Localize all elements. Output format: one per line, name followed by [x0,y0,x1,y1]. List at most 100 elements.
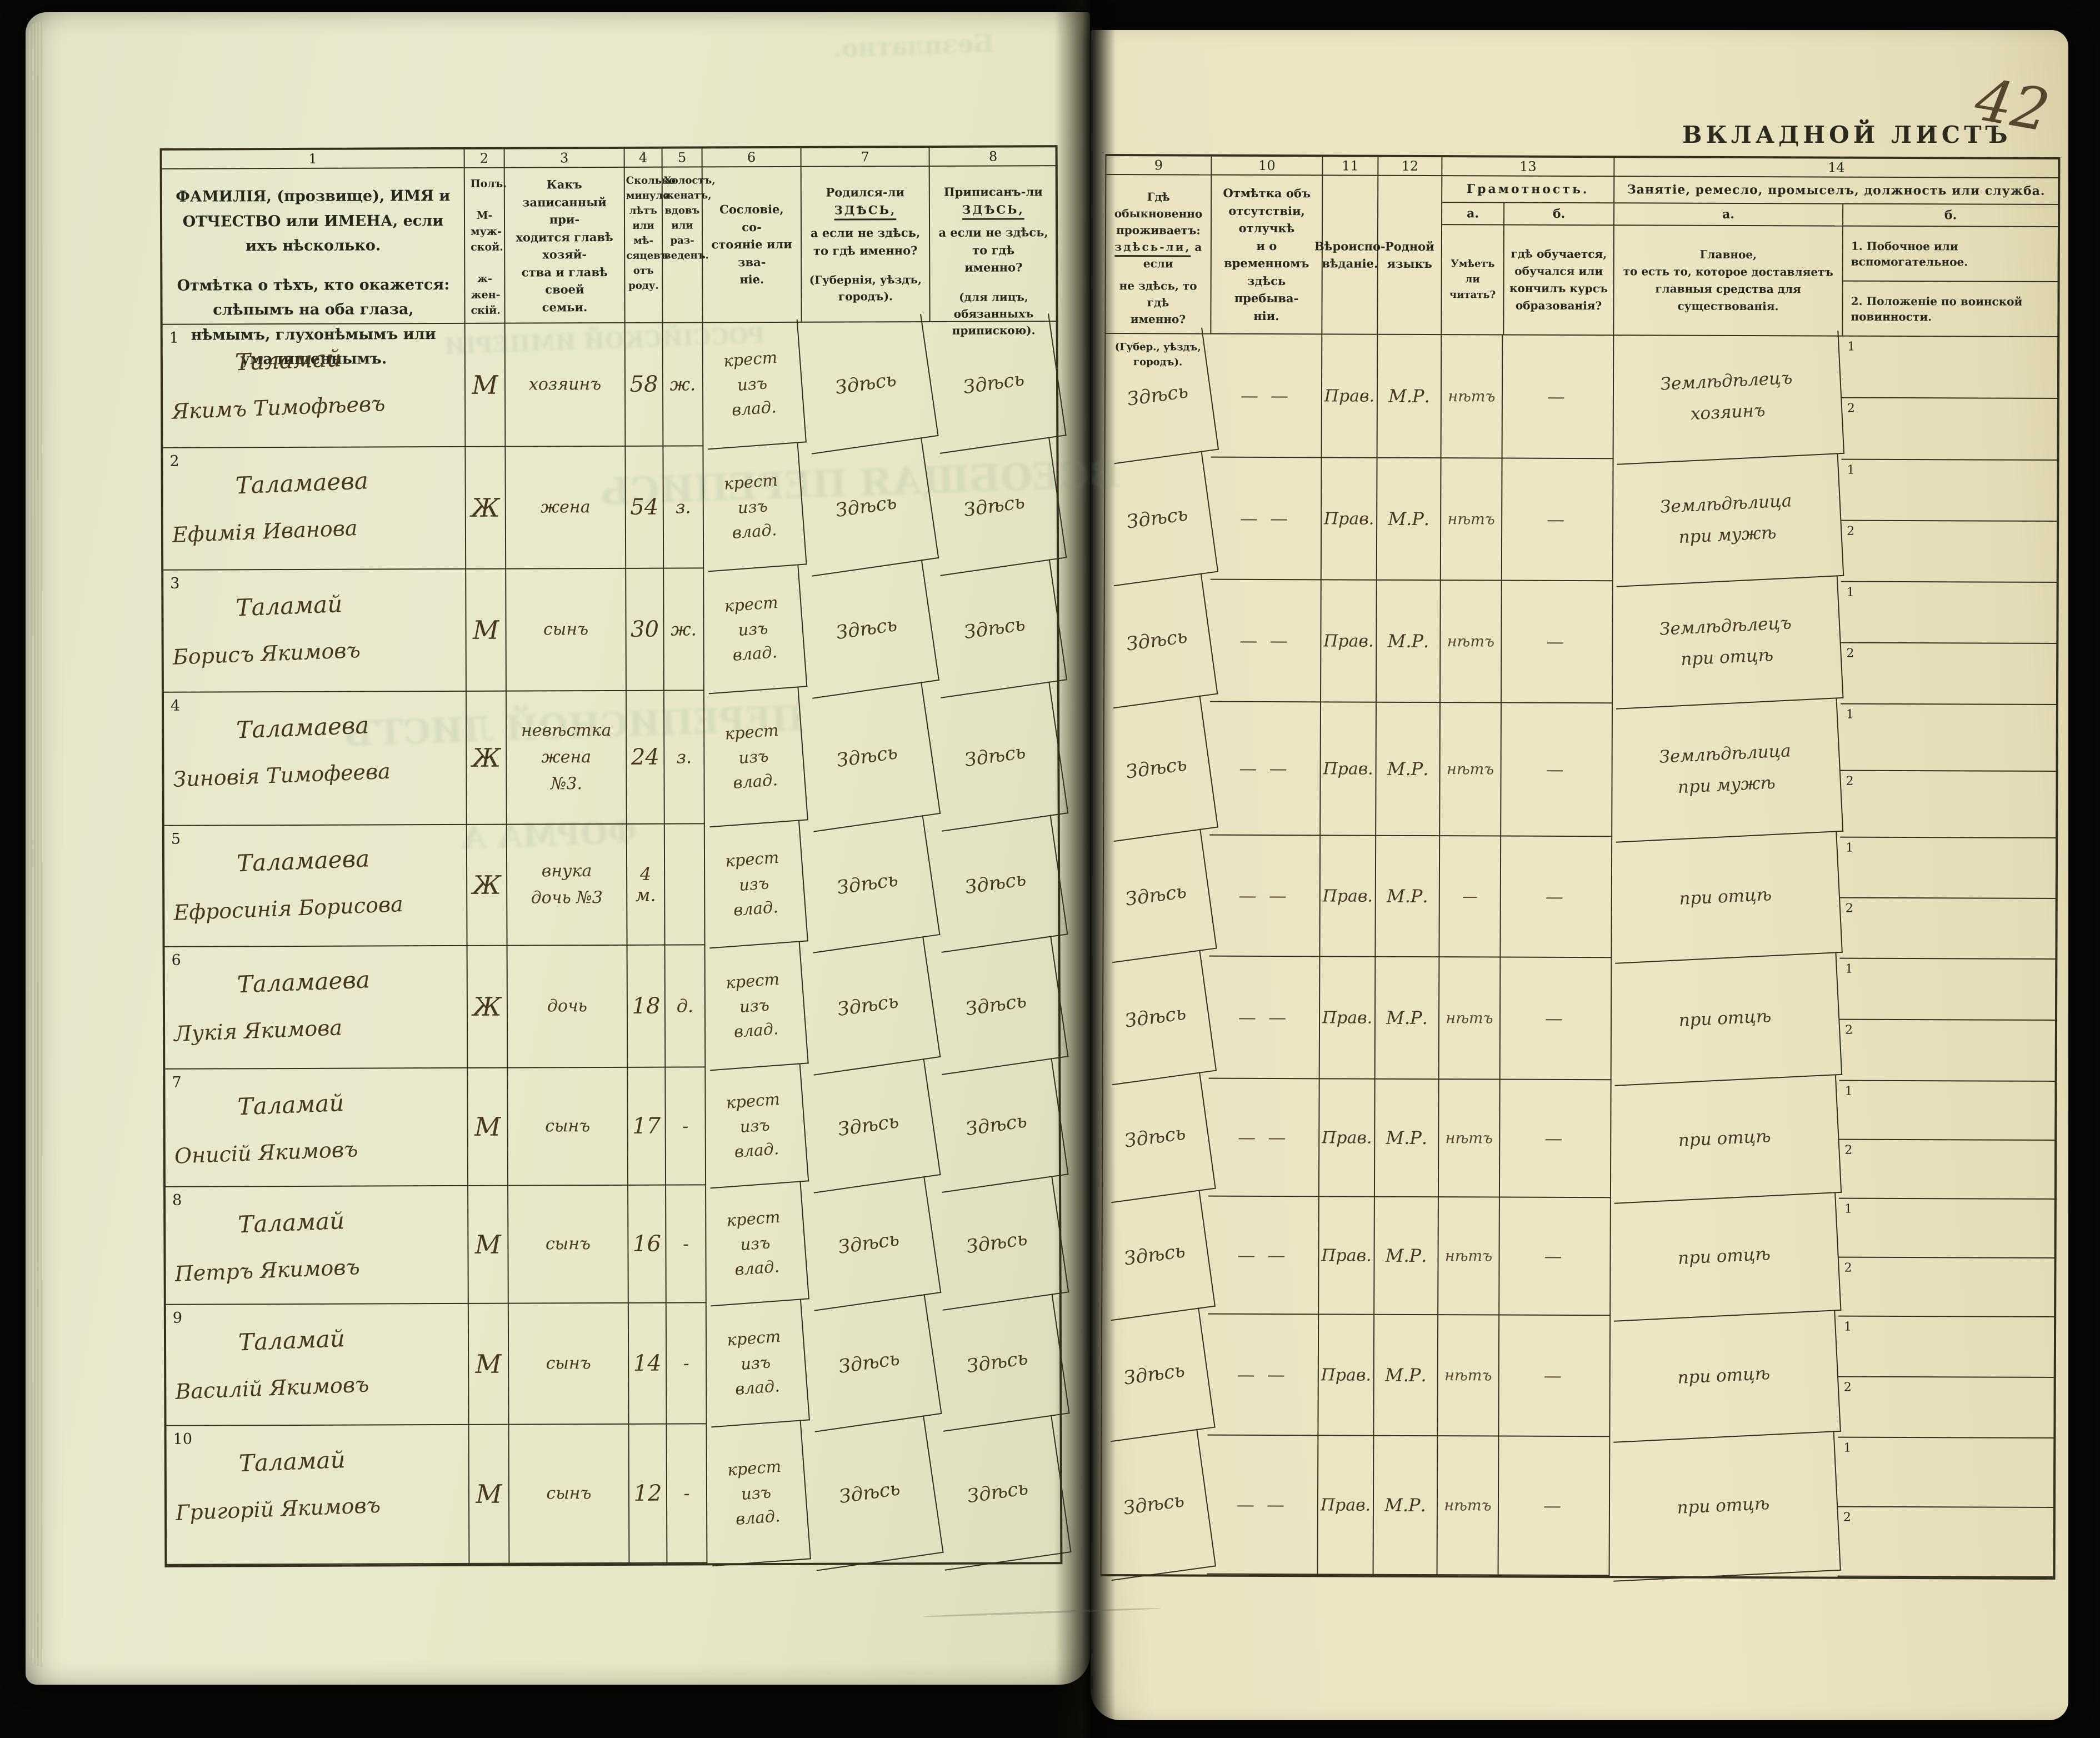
cell-absence: — — [1209,702,1322,836]
column-number: 2 [464,149,505,168]
column-number: 1 [162,149,465,169]
subrow-number: 1 [1846,585,1854,600]
folio-number-handwritten: 42 [1970,65,2054,145]
column-number: 9 [1106,156,1212,176]
cell-relation: хозяинъ [505,323,626,447]
cell-language: М.Р. [1373,1436,1438,1576]
cell-born-here: Здѣсь [794,314,939,455]
cell-resides: Здѣсь [1097,451,1219,587]
header-resides: Гдѣ обыкновенно проживаетъ: здѣсь-ли, а … [1106,175,1212,368]
record-number: 7 [172,1073,182,1091]
cell-relation: сынъ [508,1303,629,1425]
cell-occupation: при отцѣ [1609,832,1843,964]
cell-absence: — — [1207,1435,1319,1575]
header-language: Родной языкъ [1378,176,1443,336]
cell-language: М.Р. [1374,1079,1439,1198]
subrow-military: 2 [1839,897,2056,958]
cell-marital [664,824,706,946]
record-number: 8 [172,1191,182,1209]
given-name-handwritten: Ефросинія Борисова [173,891,404,925]
cell-born-here: Здѣсь [796,815,941,953]
given-name-handwritten: Ефимія Иванова [172,516,358,547]
cell-age: 16 [628,1185,667,1304]
header-marital: Холостъ, женатъ, вдовъ или раз- веденъ. [662,167,716,323]
subrow-military: 2 [1841,520,2057,582]
cell-literacy-education: — [1499,1080,1612,1198]
cell-literacy-education: — [1502,581,1613,704]
record-number: 9 [172,1309,183,1327]
cell-literacy-education: — [1499,1315,1611,1437]
cell-age: 30 [626,568,664,691]
header-registered-here: Приписанъ-ли ЗДѢСЬ, а если не здѣсь, то … [929,166,1058,337]
subrow-secondary: 1 [1841,582,2056,643]
cell-religion: Прав. [1320,836,1377,957]
subrow-number: 2 [1847,524,1855,538]
cell-relation: внука дочь №3 [507,824,628,946]
cell-relation: невѣстка жена №3. [506,691,627,825]
ledger-left-page [26,12,1090,1685]
header-occupation-b1: 1. Побочное или вспомогательное. [1851,239,1968,268]
cell-occupation-secondary: 1 2 [1841,336,2059,461]
cell-name: 1 Таламай Якимъ Тимофѣевъ [162,323,466,448]
header-born-rest: а если не здѣсь, то гдѣ именно? [810,226,921,258]
cell-registered-here: Здѣсь [922,313,1067,454]
subrow-secondary: 1 [1841,460,2057,521]
cell-relation: сынъ [508,1067,629,1186]
header-name-part1: ФАМИЛІЯ, (прозвище), ИМЯ и ОТЧЕСТВО или … [176,187,451,255]
header-born-note: (Губернія, уѣздъ, городъ). [809,273,922,303]
cell-literacy-education: — [1499,1197,1611,1316]
page-edge-stack [29,22,43,1667]
cell-absence: — — [1210,457,1322,581]
cell-occupation-secondary: 1 2 [1841,460,2058,583]
cell-name: 3 Таламай Борисъ Якимовъ [163,569,467,693]
header-literacy-a-label: а. [1442,203,1504,226]
cell-sex: М [465,323,506,447]
header-name-column: ФАМИЛІЯ, (прозвище), ИМЯ и ОТЧЕСТВО или … [162,168,466,368]
subrow-military: 2 [1838,1138,2055,1198]
cell-literacy-read: нѣтъ [1438,1197,1500,1316]
cell-occupation: при отцѣ [1607,1432,1841,1582]
cell-estate: крест изъ влад. [702,1063,809,1189]
header-resides-pre: Гдѣ обыкновенно проживаетъ: [1114,190,1203,237]
cell-name: 2 Таламаева Ефимія Иванова [163,447,467,571]
cell-occupation: при отцѣ [1608,1075,1842,1204]
subrow-number: 2 [1846,774,1854,788]
census-table-left: 1 2 3 4 5 6 7 8 ФАМИЛІЯ, (прозвище), ИМЯ… [159,145,1072,1571]
cell-name: 4 Таламаева Зиновія Тимофеева [163,691,467,826]
cell-marital: - [666,1185,707,1304]
cell-language: М.Р. [1376,836,1441,958]
header-resides-rest: не здѣсь, то гдѣ именно? [1119,279,1197,326]
cell-sex: М [468,1186,509,1304]
cell-resides: Здѣсь [1095,1072,1216,1203]
header-born-pre: Родился-ли [826,185,905,199]
subrow-number: 2 [1844,1261,1852,1275]
cell-born-here: Здѣсь [796,936,941,1076]
subrow-number: 2 [1844,1023,1853,1037]
cell-occupation: Землѣдѣлица при мужѣ [1611,454,1844,587]
cell-language: М.Р. [1374,1197,1439,1316]
cell-marital: - [667,1424,708,1564]
subrow-number: 1 [1847,463,1855,477]
header-born-here: Родился-ли ЗДѢСЬ, а если не здѣсь, то гд… [801,166,931,323]
cell-religion: Прав. [1318,1315,1375,1436]
cell-name: 9 Таламай Василій Якимовъ [166,1304,469,1426]
cell-resides: Здѣсь [1092,1429,1217,1581]
header-occupation-b-label: б. [1843,204,2058,227]
cell-sex: Ж [467,946,508,1068]
subrow-number: 1 [1846,841,1854,855]
cell-literacy-education: — [1501,836,1613,958]
cell-absence: — — [1208,1196,1319,1315]
cell-registered-here: Здѣсь [926,1293,1070,1432]
cell-born-here: Здѣсь [797,1294,942,1432]
surname-handwritten: Таламай [235,590,343,622]
cell-estate: крест изъ влад. [699,565,808,695]
surname-handwritten: Таламай [238,1446,346,1477]
cell-occupation: Землѣдѣлецъ при отцѣ [1610,576,1844,710]
cell-age: 4 м. [627,824,666,946]
header-reg-rest: а если не здѣсь, то гдѣ именно? [938,225,1048,274]
cell-resides: Здѣсь [1097,327,1219,465]
cell-registered-here: Здѣсь [925,1415,1072,1571]
cell-registered-here: Здѣсь [924,815,1068,953]
column-number: 13 [1442,157,1615,177]
cell-relation: сынъ [509,1424,630,1564]
